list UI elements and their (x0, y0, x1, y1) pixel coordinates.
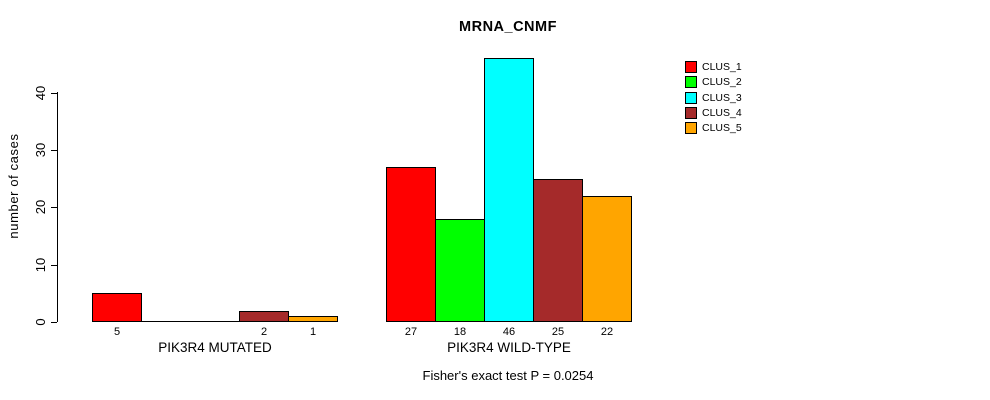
legend-color-swatch (685, 122, 697, 135)
legend-label: CLUS_1 (702, 61, 742, 74)
bar (582, 196, 632, 322)
legend-color-swatch (685, 61, 697, 74)
bar-value-label: 27 (404, 326, 418, 338)
legend-item: CLUS_3 (685, 91, 742, 104)
bar (239, 311, 289, 322)
bar-value-label: 22 (600, 326, 614, 338)
bar (435, 219, 485, 322)
y-tick-mark (51, 265, 57, 266)
legend-item: CLUS_4 (685, 107, 742, 120)
bar-value-label: 25 (551, 326, 565, 338)
legend-label: CLUS_2 (702, 76, 742, 89)
legend: CLUS_1 CLUS_2 CLUS_3 CLUS_4 CLUS_5 (685, 61, 742, 135)
y-tick-mark (51, 207, 57, 208)
y-tick-mark (51, 93, 57, 94)
x-category-label: PIK3R4 WILD-TYPE (447, 340, 571, 355)
y-tick-label: 30 (33, 142, 48, 158)
fisher-test-annotation: Fisher's exact test P = 0.0254 (422, 368, 594, 383)
legend-color-swatch (685, 76, 697, 89)
y-axis-line (57, 92, 58, 322)
bar-value-label: 1 (309, 326, 317, 338)
y-tick-label: 40 (33, 85, 48, 101)
bar (533, 179, 583, 322)
chart-title: MRNA_CNMF (459, 19, 557, 35)
legend-color-swatch (685, 91, 697, 104)
bar (288, 316, 338, 322)
y-tick-label: 0 (33, 318, 48, 326)
y-axis-label: number of cases (6, 133, 21, 239)
legend-color-swatch (685, 107, 697, 120)
legend-label: CLUS_5 (702, 122, 742, 135)
bar-value-label: 46 (502, 326, 516, 338)
bar-zero (190, 321, 240, 322)
bar-value-label: 5 (113, 326, 121, 338)
y-tick-mark (51, 150, 57, 151)
legend-label: CLUS_3 (702, 91, 742, 104)
legend-label: CLUS_4 (702, 107, 742, 120)
legend-item: CLUS_2 (685, 76, 742, 89)
bar (386, 167, 436, 322)
legend-item: CLUS_5 (685, 122, 742, 135)
bar-value-label: 2 (260, 326, 268, 338)
bar-zero (141, 321, 191, 322)
x-category-label: PIK3R4 MUTATED (158, 340, 272, 355)
y-tick-label: 20 (33, 199, 48, 215)
bar (92, 293, 142, 322)
bar-value-label: 18 (453, 326, 467, 338)
y-tick-mark (51, 322, 57, 323)
y-tick-label: 10 (33, 257, 48, 273)
bar (484, 58, 534, 322)
legend-item: CLUS_1 (685, 61, 742, 74)
